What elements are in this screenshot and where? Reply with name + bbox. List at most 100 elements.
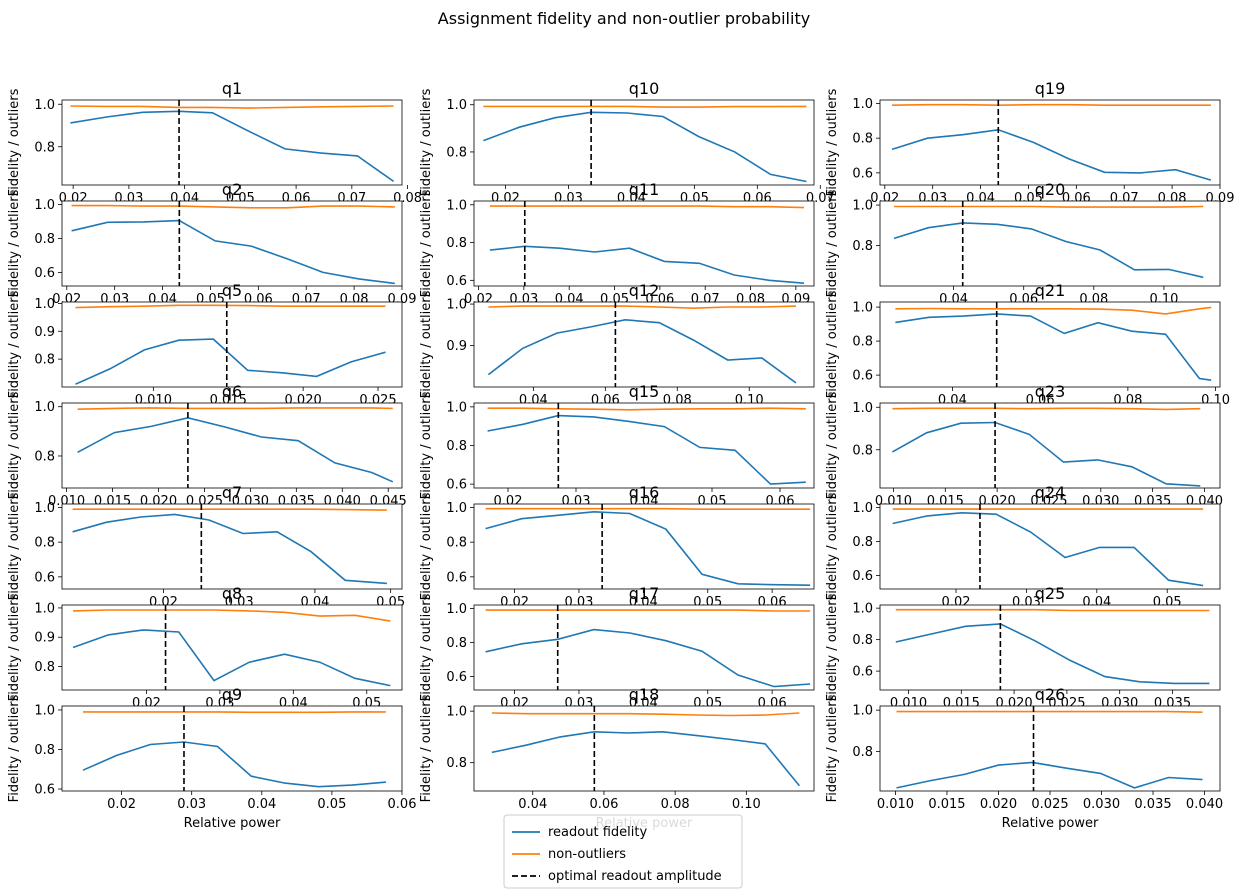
non-outliers-line [491, 712, 800, 717]
y-tick-label: 1.0 [446, 298, 467, 313]
y-axis-label: Fidelity / outliers [7, 593, 22, 701]
non-outliers-line [75, 304, 386, 309]
x-tick-label: 0.10 [732, 797, 761, 812]
subplot-q26: q26 0.8 1.0 0.010 0.015 0.020 0.025 0.030 0.035 0… [825, 685, 1223, 831]
x-axis-label: Relative power [184, 816, 281, 831]
subplot-title: q18 [629, 685, 660, 704]
y-tick-label: 0.9 [446, 339, 467, 354]
non-outliers-line [70, 105, 394, 109]
y-tick-label: 0.8 [852, 535, 873, 550]
readout-fidelity-line [72, 629, 391, 687]
axes-frame [473, 503, 815, 590]
x-tick-label: 0.010 [877, 797, 914, 812]
y-tick-label: 0.6 [446, 274, 467, 289]
y-tick-label: 0.8 [34, 449, 55, 464]
y-tick-label: 1.0 [852, 602, 873, 617]
y-tick-label: 0.8 [852, 443, 873, 458]
axes-frame [473, 402, 815, 489]
subplot-title: q5 [222, 281, 242, 300]
non-outliers-line [896, 710, 1203, 713]
x-tick-label: 0.035 [1134, 797, 1171, 812]
subplot-q6: q60.81.00.010 0.015 0.020 0.025 0.030 0.035 0.… [7, 382, 407, 509]
y-tick-label: 0.8 [446, 756, 467, 771]
x-tick-label: 0.030 [1083, 797, 1120, 812]
y-axis-label: Fidelity / outliers [7, 290, 22, 398]
non-outliers-line [489, 205, 805, 209]
x-tick-label: 0.06 [589, 797, 618, 812]
subplot-title: q6 [222, 382, 242, 401]
readout-fidelity-line [891, 128, 1212, 181]
x-tick-label: 0.05 [317, 797, 346, 812]
y-tick-label: 0.6 [34, 783, 55, 798]
readout-fidelity-line [489, 245, 805, 284]
axes-frame [473, 99, 815, 186]
readout-fidelity-line [893, 222, 1204, 279]
non-outliers-line [485, 609, 811, 612]
y-axis-label: Fidelity / outliers [825, 391, 840, 499]
readout-fidelity-line [485, 628, 811, 688]
y-axis-label: Fidelity / outliers [7, 189, 22, 297]
y-tick-label: 1.0 [446, 705, 467, 720]
x-tick-label: 0.02 [107, 797, 136, 812]
subplot-title: q2 [222, 180, 242, 199]
y-tick-label: 1.0 [852, 199, 873, 214]
subplot-title: q9 [222, 685, 242, 704]
y-tick-label: 1.0 [34, 297, 55, 312]
legend-label-optimal-amplitude: optimal readout amplitude [548, 869, 722, 884]
y-tick-label: 0.8 [34, 660, 55, 675]
y-tick-label: 1.0 [34, 601, 55, 616]
subplot-title: q12 [629, 281, 660, 300]
y-axis-label: Fidelity / outliers [7, 694, 22, 802]
y-axis-label: Fidelity / outliers [419, 391, 434, 499]
readout-fidelity-line [70, 110, 395, 183]
y-tick-label: 0.6 [446, 570, 467, 585]
axes-frame [473, 604, 815, 691]
x-tick-label: 0.04 [247, 797, 276, 812]
subplot-q5: q50.80.91.00.010 0.015 0.020 0.025Fidelity … [7, 281, 403, 408]
readout-fidelity-line [72, 513, 387, 585]
y-tick-label: 0.6 [852, 166, 873, 181]
y-tick-label: 0.8 [34, 353, 55, 368]
subplot-q1: q10.81.00.02 0.03 0.04 0.05 0.06 0.07 0.08Fide… [7, 79, 422, 206]
axes-frame [473, 200, 815, 287]
y-tick-label: 0.8 [852, 239, 873, 254]
y-tick-label: 0.6 [852, 369, 873, 384]
x-axis-label: Relative power [1002, 816, 1099, 831]
non-outliers-line [488, 305, 797, 310]
axes-frame [61, 402, 403, 489]
axes-frame [61, 604, 403, 691]
legend-label-non-outliers: non-outliers [548, 847, 626, 862]
y-tick-label: 0.6 [34, 570, 55, 585]
subplot-title: q17 [629, 584, 660, 603]
y-tick-label: 0.8 [34, 140, 55, 155]
y-tick-label: 0.8 [446, 439, 467, 454]
subplot-title: q26 [1035, 685, 1066, 704]
axes-frame [61, 705, 403, 792]
readout-fidelity-line [485, 510, 811, 586]
x-tick-label: 0.03 [177, 797, 206, 812]
non-outliers-line [483, 105, 807, 108]
y-axis-label: Fidelity / outliers [825, 492, 840, 600]
subplot-q18: q18 0.8 1.0 0.04 0.06 0.08 0.10 Fidelity / outl… [419, 685, 815, 831]
y-tick-label: 0.8 [34, 232, 55, 247]
readout-fidelity-line [896, 761, 1203, 789]
y-tick-label: 1.0 [446, 602, 467, 617]
y-tick-label: 0.6 [446, 670, 467, 685]
y-tick-label: 1.0 [852, 704, 873, 719]
readout-fidelity-line [892, 511, 1204, 587]
y-tick-label: 0.6 [34, 266, 55, 281]
y-axis-label: Fidelity / outliers [419, 88, 434, 196]
x-tick-label: 0.040 [1186, 797, 1223, 812]
readout-fidelity-line [77, 416, 394, 483]
y-axis-label: Fidelity / outliers [419, 492, 434, 600]
y-axis-label: Fidelity / outliers [825, 694, 840, 802]
readout-fidelity-line [491, 730, 801, 787]
non-outliers-line [895, 306, 1212, 315]
y-axis-label: Fidelity / outliers [7, 391, 22, 499]
subplot-title: q23 [1035, 382, 1066, 401]
